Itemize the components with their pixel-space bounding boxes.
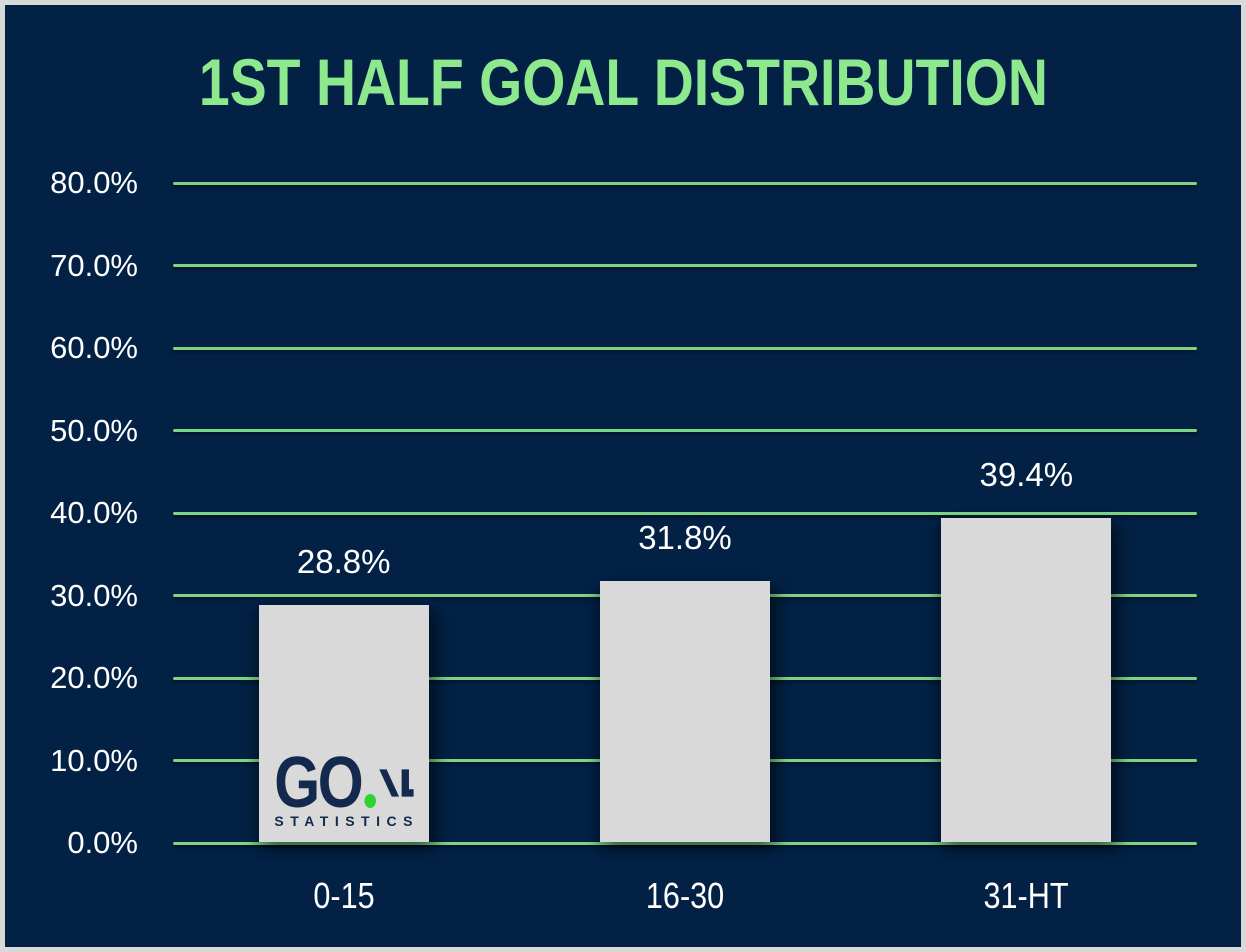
logo-subtitle: STATISTICS (274, 812, 419, 829)
x-axis-tick-label: 16-30 (575, 874, 795, 918)
y-axis-tick-label: 70.0% (50, 247, 138, 283)
y-axis-tick-label: 20.0% (50, 660, 138, 695)
bar-value-label: 31.8% (638, 518, 732, 556)
bar-value-label: 28.8% (296, 543, 391, 581)
bar-value-label: 39.4% (979, 455, 1074, 493)
logo-green-dot-icon (364, 793, 376, 808)
x-axis-tick-text: 31-HT (983, 875, 1069, 916)
x-axis-tick-text: 0-15 (313, 875, 375, 916)
y-axis-tick-label: 0.0% (67, 825, 138, 860)
gridline-40.0% (173, 511, 1197, 515)
y-axis-tick-label: 50.0% (50, 412, 138, 448)
logo-al-icon (378, 769, 414, 797)
gridline-0.0% (173, 841, 1197, 845)
bar-16-30 (600, 580, 770, 842)
logo-go-text: GO (273, 742, 363, 823)
y-axis-tick-label: 80.0% (50, 165, 138, 200)
chart-title: 1ST HALF GOAL DISTRIBUTION (0, 40, 1246, 124)
y-axis-tick-label: 30.0% (50, 577, 138, 613)
x-axis-tick-text: 16-30 (645, 875, 725, 916)
goal-statistics-logo: GO STATISTICS (259, 742, 429, 829)
x-axis-tick-label: 31-HT (916, 874, 1136, 918)
chart-title-text: 1ST HALF GOAL DISTRIBUTION (198, 45, 1048, 119)
x-axis-tick-label: 0-15 (234, 874, 454, 918)
bar-31-HT (941, 517, 1112, 842)
gridline-70.0% (173, 264, 1197, 267)
y-axis-tick-label: 60.0% (50, 330, 138, 365)
gridline-50.0% (173, 429, 1197, 432)
bar-0-15: GO STATISTICS (258, 605, 429, 842)
logo-wordmark: GO (273, 742, 414, 823)
gridline-80.0% (173, 181, 1197, 185)
gridline-60.0% (173, 346, 1197, 350)
y-axis-tick-label: 40.0% (50, 495, 138, 530)
y-axis-tick-label: 10.0% (50, 742, 138, 778)
